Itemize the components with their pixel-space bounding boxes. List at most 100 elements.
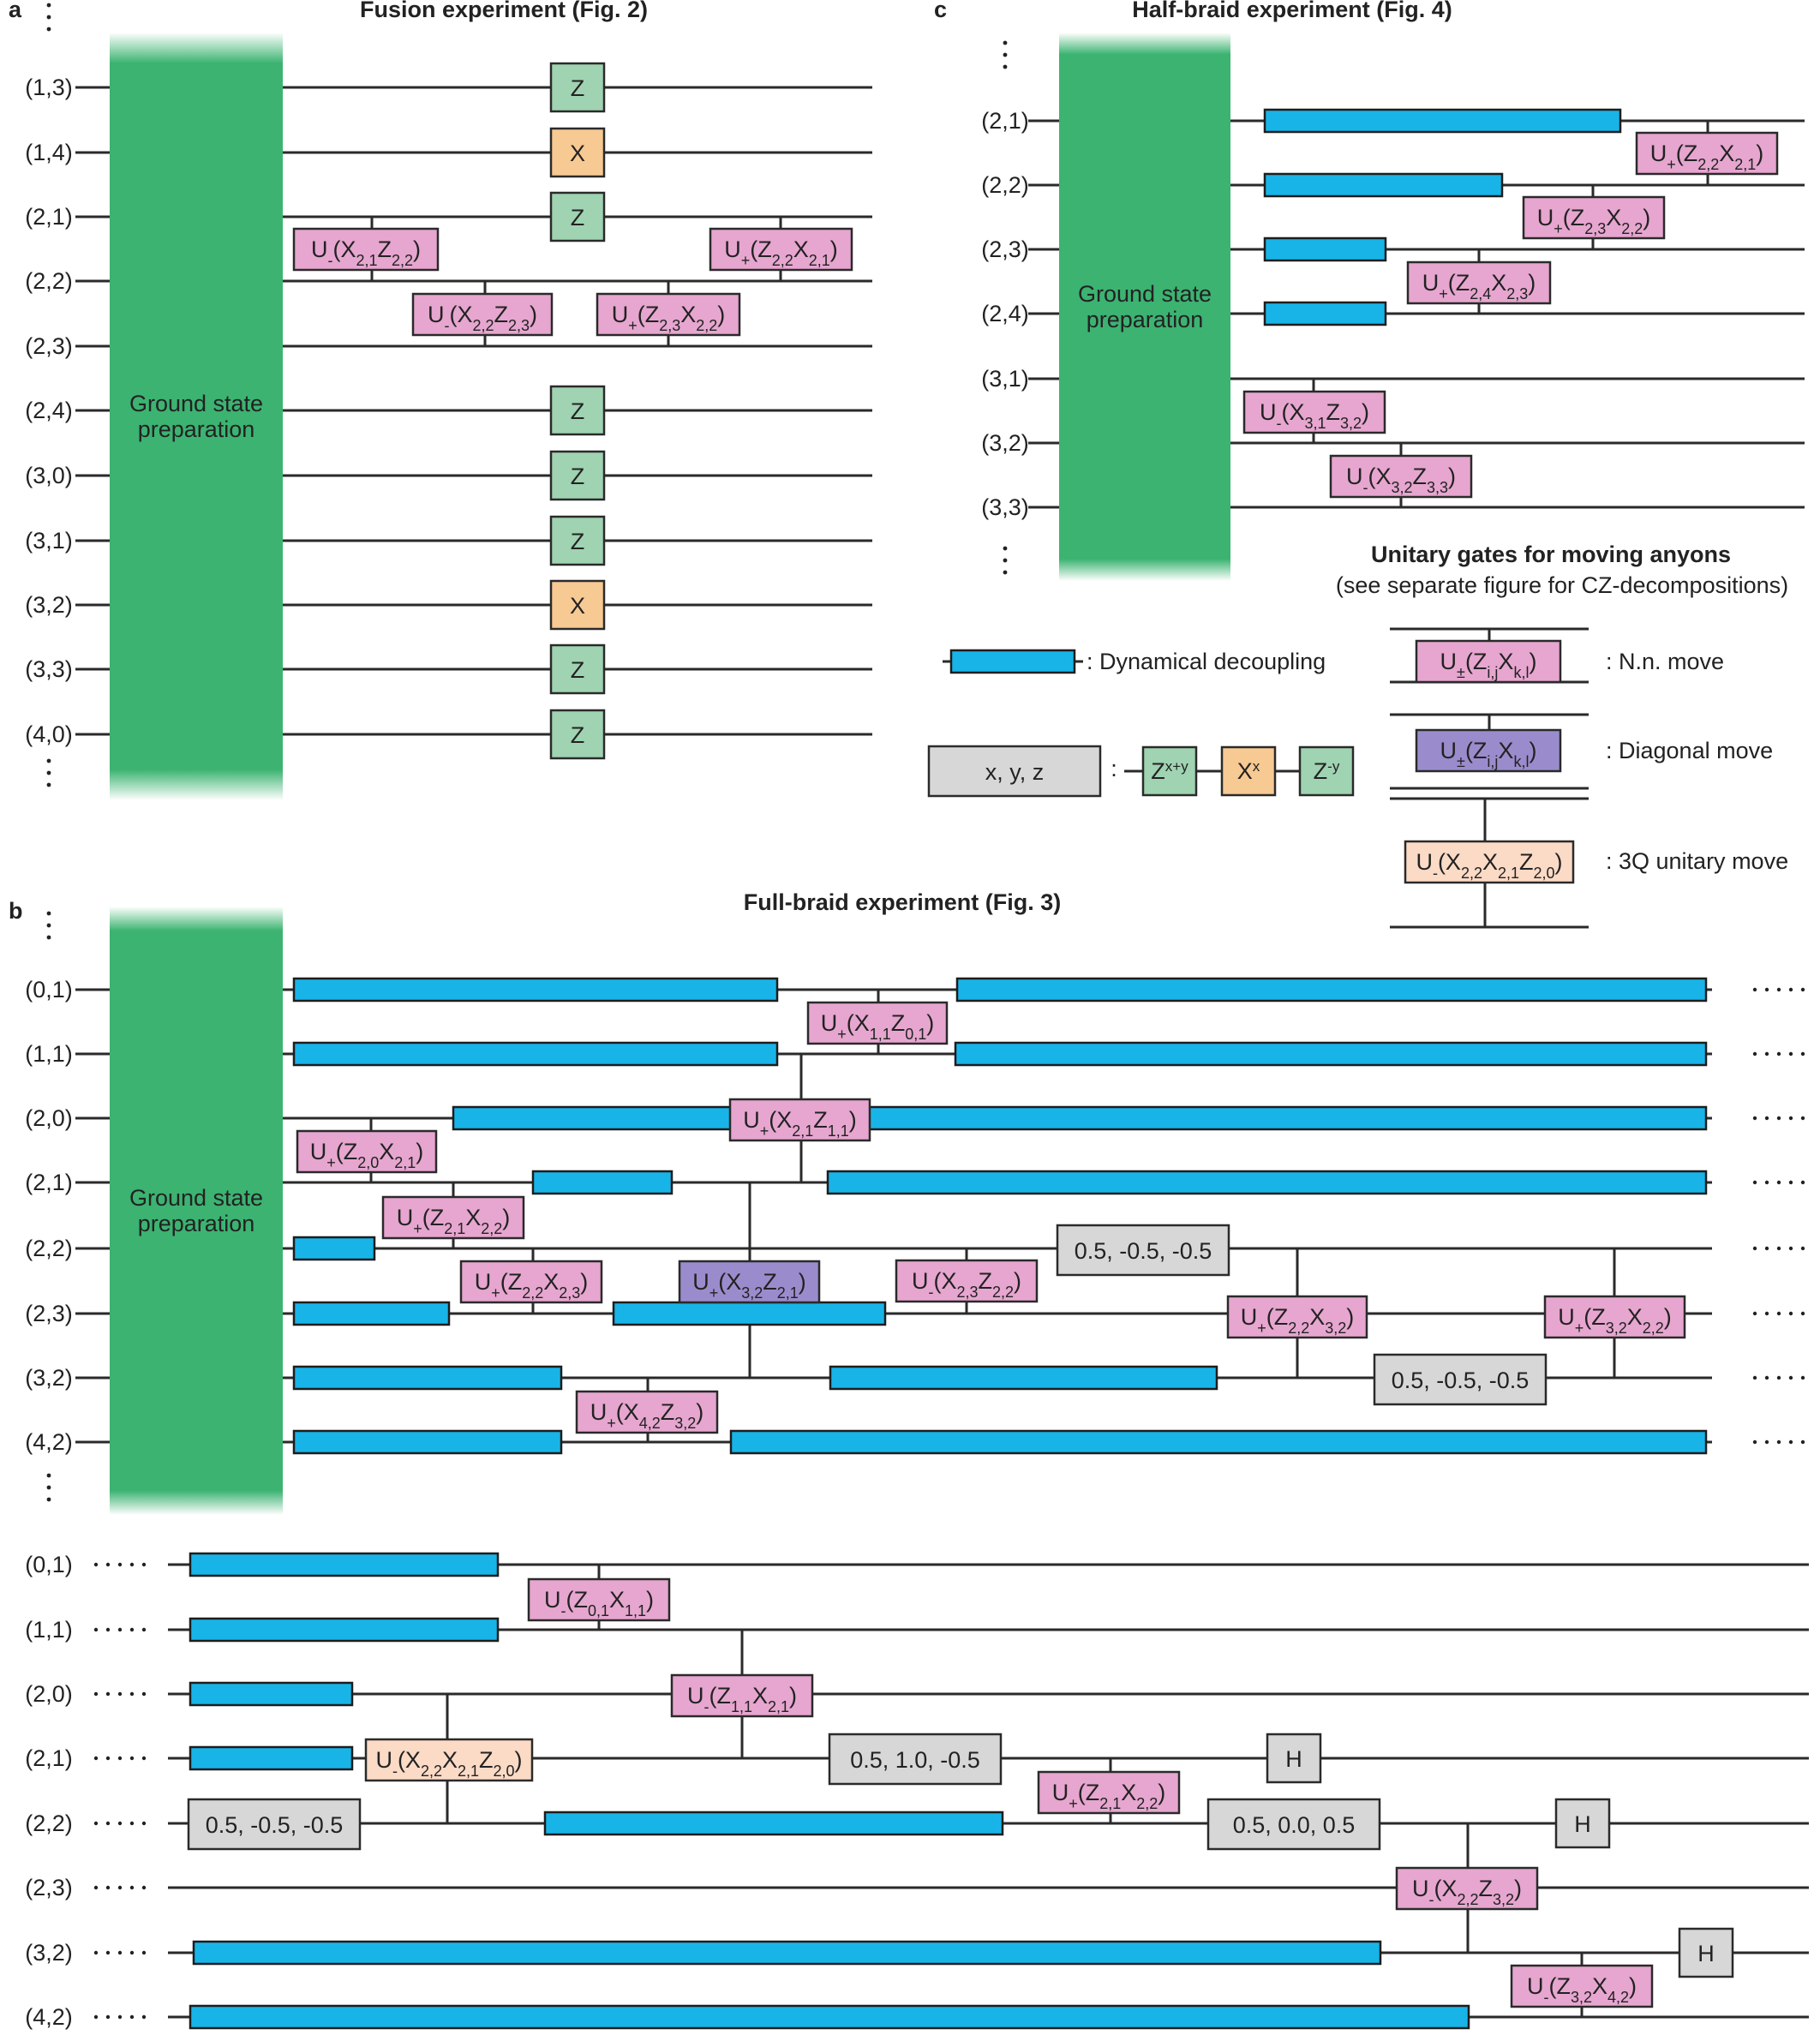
svg-text:0.5, 1.0, -0.5: 0.5, 1.0, -0.5	[850, 1747, 980, 1773]
legend-z-xy-gate: Zx+y	[1141, 745, 1198, 797]
vertical-ellipsis	[1003, 546, 1008, 575]
gate-u-minus-z11-x21: U-(Z1,1X2,1)	[670, 1673, 814, 1718]
vertical-ellipsis	[1003, 40, 1008, 69]
measurement-gate-z: Z	[549, 515, 606, 566]
horizontal-ellipsis	[1752, 1116, 1805, 1121]
svg-text:H: H	[1697, 1941, 1715, 1966]
legend-nn-label: : N.n. move	[1606, 649, 1724, 674]
qubit-label: (2,4)	[25, 398, 73, 423]
rotation-gate-box: 0.5, -0.5, -0.5	[1056, 1224, 1230, 1277]
horizontal-ellipsis	[93, 2014, 147, 2020]
gate-u-minus-x22-x21-z20: U-(X2,2X2,1Z2,0)	[364, 1738, 534, 1782]
dynamical-decoupling-block	[292, 1236, 376, 1261]
svg-text:Z: Z	[571, 75, 585, 101]
legend-colon: :	[1111, 756, 1117, 781]
legend-nn-move-gate: U±(Zi,jXk,l)	[1415, 639, 1562, 684]
gate-u-minus-z01-x11: U-(Z0,1X1,1)	[527, 1577, 671, 1622]
dynamical-decoupling-block	[1263, 301, 1387, 326]
measurement-gate-z: Z	[549, 709, 606, 760]
svg-text:X: X	[570, 141, 585, 166]
gate-u-plus-z32-x22: U+(Z3,2X2,2)	[1543, 1295, 1686, 1339]
gate-u-plus-z21-x22: U+(Z2,1X2,2)	[1037, 1770, 1181, 1815]
dynamical-decoupling-block	[292, 1041, 779, 1067]
legend-z-y-gate: Z-y	[1298, 745, 1355, 797]
dynamical-decoupling-block	[189, 1681, 354, 1707]
gate-u-plus-z22-x23: U+(Z2,2X2,3)	[459, 1260, 603, 1304]
svg-text:0.5, -0.5, -0.5: 0.5, -0.5, -0.5	[1392, 1368, 1530, 1393]
panel-letter-b: b	[9, 898, 23, 924]
svg-text:0.5, -0.5, -0.5: 0.5, -0.5, -0.5	[206, 1812, 344, 1838]
qubit-label: (2,1)	[25, 1745, 73, 1771]
legend-subtitle: (see separate figure for CZ-decompositio…	[1336, 572, 1788, 598]
svg-text:Z: Z	[571, 464, 585, 489]
svg-text:0.5, -0.5, -0.5: 0.5, -0.5, -0.5	[1075, 1238, 1212, 1264]
qubit-label: (1,3)	[25, 75, 73, 100]
measurement-gate-z: Z	[549, 191, 606, 242]
qubit-label: (3,3)	[981, 494, 1029, 520]
ground-state-label: Ground state	[129, 1185, 263, 1211]
svg-text:0.5, 0.0, 0.5: 0.5, 0.0, 0.5	[1233, 1812, 1356, 1838]
qubit-label: (3,2)	[25, 1365, 73, 1391]
dynamical-decoupling-block	[826, 1170, 1708, 1195]
panel-b-title: Full-braid experiment (Fig. 3)	[744, 889, 1062, 915]
gate-u-plus-z22-x21: U+(Z2,2X2,1)	[1635, 131, 1779, 176]
gate-u-minus-z32-x42: U-(Z3,2X4,2)	[1510, 1964, 1654, 2008]
qubit-label: (3,1)	[25, 528, 73, 554]
dynamical-decoupling-block	[189, 1617, 500, 1643]
gate-u-plus-z22-x21: U+(Z2,2X2,1)	[709, 227, 853, 272]
qubit-label: (4,2)	[25, 1429, 73, 1455]
qubit-label: (2,0)	[25, 1105, 73, 1131]
dynamical-decoupling-block	[292, 1429, 563, 1455]
gate-u-plus-x32-z21: U+(X3,2Z2,1)	[678, 1260, 821, 1304]
horizontal-ellipsis	[93, 1562, 147, 1567]
gate-u-plus-z23-x22: U+(Z2,3X2,2)	[1522, 195, 1666, 240]
qubit-label: (2,1)	[981, 108, 1029, 134]
svg-text:H: H	[1285, 1746, 1302, 1772]
ground-state-label: Ground state	[129, 391, 263, 416]
measurement-gate-z: Z	[549, 385, 606, 436]
dynamical-decoupling-block	[1263, 108, 1622, 134]
qubit-label: (1,1)	[25, 1617, 73, 1643]
qubit-label: (2,2)	[25, 268, 73, 294]
dynamical-decoupling-block	[955, 977, 1708, 1003]
legend-3q-label: : 3Q unitary move	[1606, 848, 1788, 874]
qubit-label: (4,0)	[25, 721, 73, 747]
qubit-label: (3,2)	[25, 592, 73, 618]
qubit-label: (2,3)	[25, 1301, 73, 1326]
legend-title: Unitary gates for moving anyons	[1371, 542, 1731, 567]
horizontal-ellipsis	[1752, 1311, 1805, 1316]
horizontal-ellipsis	[93, 1627, 147, 1632]
vertical-ellipsis	[46, 3, 51, 32]
measurement-gate-x: X	[549, 579, 606, 631]
legend-diagonal-move-gate: U±(Zi,jXk,l)	[1415, 728, 1562, 773]
panel-letter-c: c	[934, 0, 947, 22]
panel-c-title: Half-braid experiment (Fig. 4)	[1132, 0, 1452, 22]
rotation-gate-box: 0.5, -0.5, -0.5	[187, 1798, 362, 1851]
dynamical-decoupling-block	[189, 1745, 354, 1771]
horizontal-ellipsis	[1752, 1375, 1805, 1380]
qubit-label: (0,1)	[25, 1552, 73, 1577]
gate-u-minus-x31-z32: U-(X3,1Z3,2)	[1242, 390, 1386, 434]
dynamical-decoupling-block	[949, 649, 1076, 674]
qubit-label: (0,1)	[25, 977, 73, 1003]
dynamical-decoupling-block	[543, 1811, 1004, 1836]
qubit-label: (3,1)	[981, 366, 1029, 392]
panel-a-title: Fusion experiment (Fig. 2)	[360, 0, 648, 22]
vertical-ellipsis	[46, 911, 51, 940]
svg-text:Z: Z	[571, 722, 585, 748]
legend-rotation-box: x, y, z	[927, 745, 1102, 798]
gate-u-plus-z20-x21: U+(Z2,0X2,1)	[296, 1129, 438, 1174]
dynamical-decoupling-block	[292, 1365, 563, 1391]
gate-u-plus-z24-x23: U+(Z2,4X2,3)	[1406, 260, 1552, 305]
measurement-gate-z: Z	[549, 643, 606, 695]
horizontal-ellipsis	[93, 1821, 147, 1826]
horizontal-ellipsis	[93, 1756, 147, 1761]
rotation-gate-box: 0.5, 0.0, 0.5	[1206, 1798, 1381, 1851]
measurement-gate-z: Z	[549, 62, 606, 113]
ground-state-preparation-block	[110, 907, 283, 1515]
svg-text:X: X	[570, 593, 585, 619]
qubit-label: (1,1)	[25, 1041, 73, 1067]
svg-text:Z: Z	[571, 205, 585, 230]
dynamical-decoupling-block	[1263, 172, 1504, 198]
